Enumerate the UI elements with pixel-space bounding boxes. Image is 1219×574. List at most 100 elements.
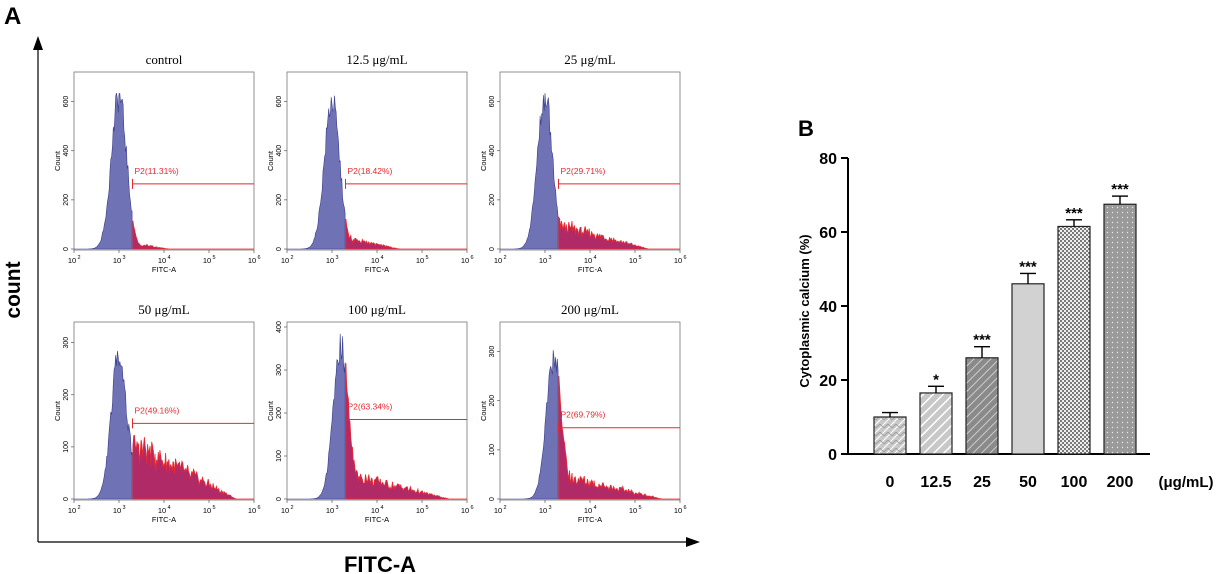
histogram-title: control — [146, 52, 183, 67]
x-tick-exponent: 5 — [212, 255, 215, 261]
x-tick-label: 10 — [158, 506, 166, 515]
y-tick-label: 100 — [276, 450, 283, 462]
bar-category-label: 200 — [1107, 474, 1134, 491]
histogram-ylabel: Count — [266, 150, 275, 171]
histogram-ylabel: Count — [479, 400, 488, 421]
x-tick-exponent: 3 — [335, 505, 338, 511]
y-tick-label: 200 — [63, 389, 70, 401]
histogram-xlabel: FITC-A — [365, 265, 389, 274]
x-tick-label: 10 — [674, 506, 682, 515]
bar-y-tick-label: 80 — [819, 151, 837, 168]
histogram-ungated-area — [74, 350, 133, 500]
x-tick-exponent: 5 — [638, 255, 641, 261]
x-tick-label: 10 — [539, 506, 547, 515]
y-tick-label: 0 — [489, 497, 496, 501]
x-tick-label: 10 — [326, 506, 334, 515]
x-tick-label: 10 — [494, 506, 502, 515]
histogram-gated-area — [345, 218, 467, 250]
bar-category-label: 25 — [973, 474, 991, 491]
y-tick-label: 200 — [489, 194, 496, 206]
bar-y-tick-label: 20 — [819, 373, 837, 390]
bar-y-tick-label: 0 — [828, 447, 837, 464]
x-tick-exponent: 6 — [470, 505, 473, 511]
bar-y-tick-label: 60 — [819, 225, 837, 242]
y-tick-label: 200 — [63, 194, 70, 206]
bar-category-label: 100 — [1061, 474, 1088, 491]
x-tick-label: 10 — [281, 256, 289, 265]
x-tick-exponent: 4 — [380, 255, 383, 261]
bar-y-tick-label: 40 — [819, 299, 837, 316]
gate-label: P2(69.79%) — [561, 410, 606, 420]
histogram-ylabel: Count — [53, 150, 62, 171]
significance-marker: * — [933, 371, 939, 388]
bar-200 — [1103, 203, 1137, 455]
bar-category-label: 0 — [886, 474, 895, 491]
x-tick-label: 10 — [629, 506, 637, 515]
bar-50 — [1011, 283, 1045, 455]
x-tick-label: 10 — [674, 256, 682, 265]
x-tick-exponent: 2 — [290, 255, 293, 261]
significance-marker: *** — [1111, 181, 1129, 198]
bar-25 — [965, 357, 999, 455]
x-tick-exponent: 2 — [290, 505, 293, 511]
y-tick-label: 300 — [63, 337, 70, 349]
bar-category-label: 12.5 — [920, 474, 951, 491]
y-tick-label: 200 — [276, 194, 283, 206]
x-tick-exponent: 4 — [593, 255, 596, 261]
x-tick-label: 10 — [326, 256, 334, 265]
x-tick-label: 10 — [248, 506, 256, 515]
x-tick-exponent: 6 — [257, 255, 260, 261]
x-tick-label: 10 — [371, 256, 379, 265]
x-tick-label: 10 — [203, 506, 211, 515]
x-tick-exponent: 2 — [77, 505, 80, 511]
x-tick-exponent: 4 — [167, 255, 170, 261]
panel-b-label: B — [798, 116, 814, 141]
x-tick-label: 10 — [68, 506, 76, 515]
big-xlabel: FITC-A — [344, 552, 416, 574]
y-tick-label: 0 — [63, 497, 70, 501]
y-tick-label: 100 — [63, 441, 70, 453]
x-tick-label: 10 — [461, 256, 469, 265]
x-tick-label: 10 — [461, 506, 469, 515]
histogram-ungated-area — [500, 350, 559, 500]
histogram-gated-area — [132, 220, 254, 250]
x-tick-exponent: 5 — [638, 505, 641, 511]
histogram-frame — [499, 71, 681, 251]
big-y-axis-arrow — [33, 36, 43, 50]
x-tick-exponent: 2 — [503, 505, 506, 511]
histogram-title: 25 μg/mL — [564, 52, 615, 67]
y-tick-label: 100 — [489, 444, 496, 456]
histogram-gated-area — [345, 363, 467, 500]
x-tick-label: 10 — [248, 256, 256, 265]
y-tick-label: 300 — [276, 364, 283, 376]
bar-unit-label: (μg/mL) — [1159, 474, 1214, 491]
x-tick-exponent: 2 — [503, 255, 506, 261]
gate-label: P2(49.16%) — [135, 405, 180, 415]
x-tick-exponent: 4 — [593, 505, 596, 511]
x-tick-label: 10 — [494, 256, 502, 265]
histogram-gated-area — [558, 216, 680, 250]
histogram-xlabel: FITC-A — [152, 265, 176, 274]
x-tick-label: 10 — [68, 256, 76, 265]
x-tick-exponent: 3 — [335, 255, 338, 261]
y-tick-label: 400 — [276, 145, 283, 157]
bar-12.5 — [919, 392, 953, 455]
y-tick-label: 0 — [489, 247, 496, 251]
bar-ylabel: Cytoplasmic calcium (%) — [797, 234, 812, 387]
histogram-xlabel: FITC-A — [152, 515, 176, 524]
significance-marker: *** — [1019, 258, 1037, 275]
histogram-ungated-area — [287, 333, 346, 500]
gate-label: P2(11.31%) — [135, 166, 179, 176]
histogram-frame — [286, 71, 468, 251]
y-tick-label: 600 — [63, 96, 70, 108]
x-tick-label: 10 — [371, 506, 379, 515]
histogram-title: 50 μg/mL — [138, 302, 189, 317]
x-tick-label: 10 — [113, 506, 121, 515]
significance-marker: *** — [1065, 205, 1083, 222]
histogram-gated-area — [132, 434, 254, 500]
